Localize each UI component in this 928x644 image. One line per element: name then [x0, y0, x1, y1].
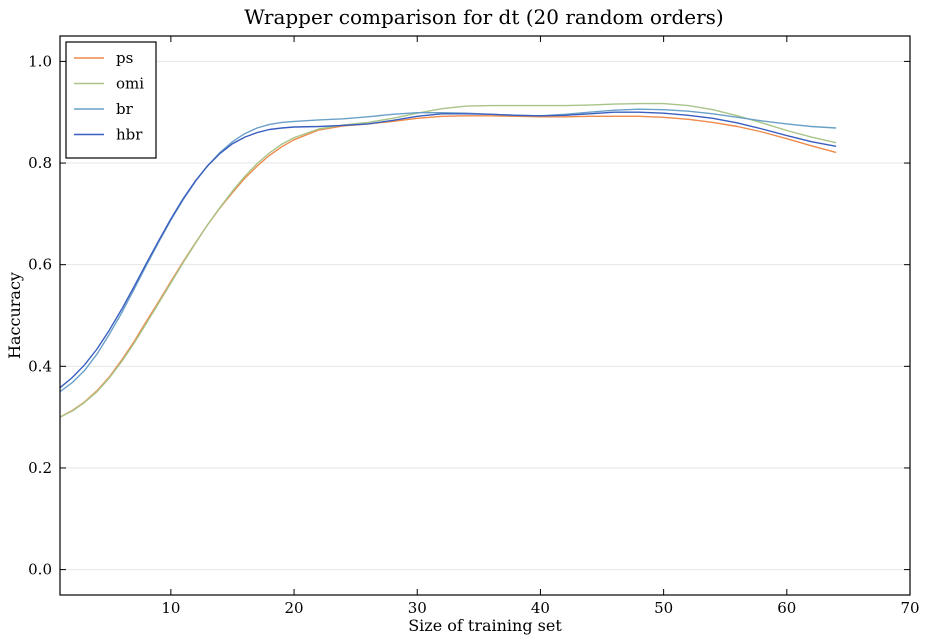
series-line-br — [59, 108, 837, 393]
legend-label-hbr: hbr — [116, 126, 143, 144]
chart-title: Wrapper comparison for dt (20 random ord… — [244, 5, 724, 29]
series-line-omi — [59, 102, 837, 418]
legend: ps omi br hbr — [65, 41, 157, 159]
series-layer — [59, 102, 837, 418]
series-line-hbr — [59, 111, 837, 389]
ticks-layer: 10 20 30 40 50 60 70 0.0 0.2 0.4 0.6 0.8 1.0 — [28, 36, 920, 617]
y-tick-label: 0.6 — [28, 256, 52, 274]
legend-label-omi: omi — [116, 75, 144, 93]
y-tick-label: 0.0 — [28, 561, 52, 579]
y-axis-label: Haccuracy — [5, 272, 24, 359]
y-tick-label: 0.2 — [28, 459, 52, 477]
x-tick-label: 10 — [161, 599, 180, 617]
x-axis-label: Size of training set — [408, 616, 562, 635]
x-tick-label: 50 — [654, 599, 673, 617]
grid-layer — [60, 60, 910, 571]
series-line-ps — [59, 115, 837, 418]
legend-box — [65, 41, 157, 159]
x-tick-label: 30 — [408, 599, 427, 617]
y-tick-label: 1.0 — [28, 52, 52, 70]
x-tick-label: 40 — [531, 599, 550, 617]
y-tick-label: 0.4 — [28, 357, 52, 375]
plot-frame — [59, 35, 911, 596]
y-tick-label: 0.8 — [28, 154, 52, 172]
x-tick-label: 20 — [285, 599, 304, 617]
legend-label-ps: ps — [116, 49, 133, 67]
x-tick-label: 60 — [777, 599, 796, 617]
legend-label-br: br — [116, 100, 134, 118]
x-tick-label: 70 — [900, 599, 919, 617]
